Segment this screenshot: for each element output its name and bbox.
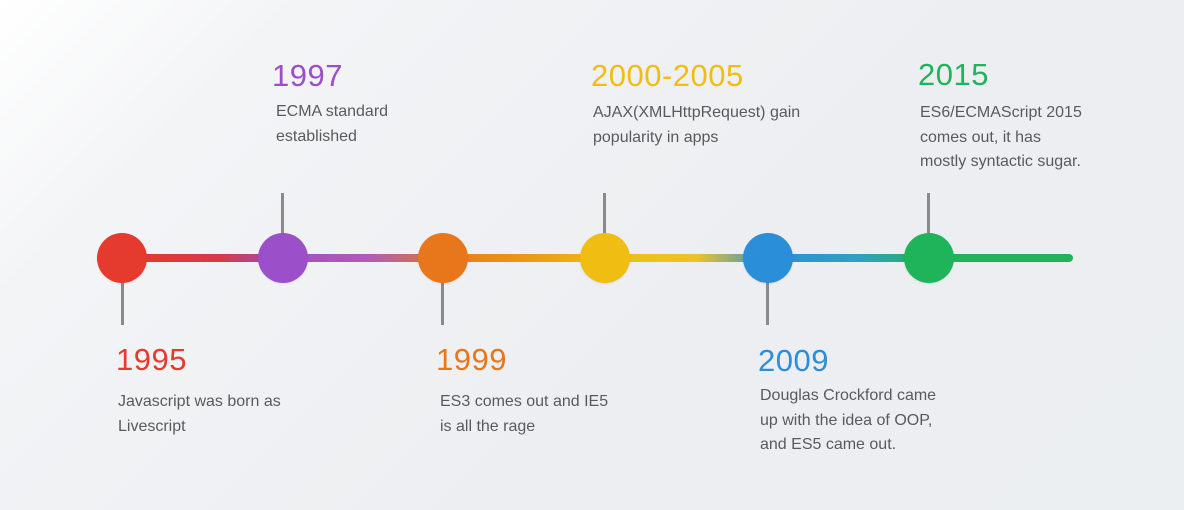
- event-description-1999: ES3 comes out and IE5 is all the rage: [440, 390, 608, 439]
- event-description-line: ES3 comes out and IE5: [440, 393, 609, 410]
- event-description-line: Livescript: [118, 417, 186, 435]
- event-description-2009: Douglas Crockford came up with the idea …: [760, 384, 936, 458]
- event-description-2015: ES6/ECMAScript 2015 comes out, it has mo…: [920, 101, 1082, 175]
- stem-1999: [441, 275, 444, 325]
- timeline-segment-1995-1997: [120, 254, 290, 262]
- event-description-line: Javascript was born as: [118, 393, 281, 410]
- event-description-line: and ES5 came out.: [760, 436, 897, 453]
- timeline-dot-2000-2005: [580, 233, 630, 283]
- event-description-line: mostly syntactic sugar.: [920, 153, 1081, 170]
- stem-2015: [927, 193, 930, 243]
- event-description-line: established: [276, 127, 357, 145]
- stem-1995: [121, 275, 124, 325]
- event-description-line: is all the rage: [440, 417, 536, 435]
- timeline-segment-end: [925, 254, 1073, 262]
- timeline-dot-2015: [904, 233, 954, 283]
- stem-2009: [766, 275, 769, 325]
- event-year-1995: 1995: [116, 342, 187, 377]
- event-description-line: ECMA standard: [276, 103, 389, 120]
- event-description-line: AJAX(XMLHttpRequest) gain: [593, 104, 801, 121]
- event-description-1995: Javascript was born as Livescript: [118, 390, 281, 439]
- stem-1997: [281, 193, 284, 243]
- event-description-line: up with the idea of OOP,: [760, 411, 933, 429]
- event-description-line: Douglas Crockford came: [760, 387, 937, 404]
- event-year-1997: 1997: [272, 58, 343, 93]
- event-year-1999: 1999: [436, 342, 507, 377]
- timeline-segment-2000-2009: [600, 254, 775, 262]
- timeline-dot-1997: [258, 233, 308, 283]
- timeline-dot-1999: [418, 233, 468, 283]
- event-year-2015: 2015: [918, 57, 989, 92]
- event-description-line: comes out, it has: [920, 128, 1041, 146]
- event-year-2009: 2009: [758, 343, 829, 378]
- timeline-dot-1995: [97, 233, 147, 283]
- event-description-line: ES6/ECMAScript 2015: [920, 104, 1082, 121]
- event-description-1997: ECMA standard established: [276, 100, 388, 149]
- timeline-segment-1999-2000: [440, 254, 610, 262]
- event-description-2000-2005: AJAX(XMLHttpRequest) gain popularity in …: [593, 101, 800, 150]
- event-year-2000-2005: 2000-2005: [591, 58, 744, 93]
- timeline-dot-2009: [743, 233, 793, 283]
- timeline-segment-1997-1999: [280, 254, 450, 262]
- event-description-line: popularity in apps: [593, 128, 719, 146]
- timeline-segment-2009-2015: [765, 254, 935, 262]
- stem-2000-2005: [603, 193, 606, 243]
